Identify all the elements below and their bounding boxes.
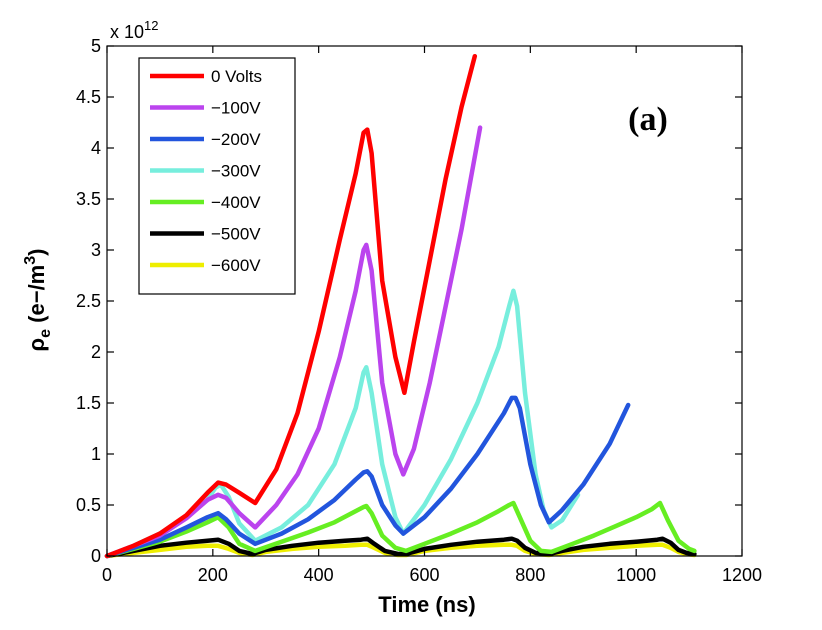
y-axis-multiplier: x 1012: [110, 18, 159, 42]
legend-label: −300V: [211, 162, 261, 181]
x-tick-label: 0: [102, 565, 112, 585]
y-axis-label-unit: (e−/m: [24, 265, 49, 329]
y-tick-label: 3.5: [76, 189, 101, 209]
y-tick-label: 4: [91, 138, 101, 158]
legend-label: −200V: [211, 130, 261, 149]
legend-label: −500V: [211, 225, 261, 244]
y-axis-multiplier-base: x 10: [110, 22, 144, 42]
legend-label: −400V: [211, 193, 261, 212]
x-tick-label: 400: [304, 565, 334, 585]
y-tick-label: 2.5: [76, 291, 101, 311]
y-axis-label-rho: ρ: [24, 338, 49, 352]
ticks-layer: 0 200 400 600 800 1000 1200 0 0.5 1 1.5 2 2.5 3 3.5 4 4.…: [76, 36, 762, 585]
y-tick-label: 4.5: [76, 87, 101, 107]
x-tick-label: 200: [198, 565, 228, 585]
series-line: [104, 536, 697, 559]
y-tick-label: 0.5: [76, 495, 101, 515]
series-line: [104, 125, 483, 559]
x-tick-label: 800: [515, 565, 545, 585]
legend-label: 0 Volts: [211, 67, 262, 86]
panel-label: (a): [628, 101, 668, 138]
y-tick-label: 1: [91, 444, 101, 464]
legend: 0 Volts −100V −200V −300V −400V −500V −600V: [138, 57, 296, 295]
series-line: [104, 288, 581, 559]
y-tick-label: 0: [91, 546, 101, 566]
legend-label: −100V: [211, 99, 261, 118]
y-tick-label: 3: [91, 240, 101, 260]
legend-box: [138, 57, 296, 295]
y-axis-label: ρe (e−/m3): [22, 249, 54, 352]
legend-label: −600V: [211, 256, 261, 275]
x-axis-label: Time (ns): [378, 592, 475, 617]
series-line: [104, 395, 631, 559]
y-tick-label: 1.5: [76, 393, 101, 413]
series-layer: [104, 53, 697, 559]
y-tick-label: 2: [91, 342, 101, 362]
y-axis-label-sup: 3: [22, 256, 39, 265]
y-axis-label-sub: e: [37, 329, 54, 338]
y-tick-label: 5: [91, 36, 101, 56]
x-tick-label: 1200: [722, 565, 762, 585]
series-line: [104, 53, 478, 559]
y-axis-label-close: ): [24, 249, 49, 256]
y-axis-multiplier-exponent: 12: [144, 18, 158, 33]
x-tick-label: 1000: [616, 565, 656, 585]
x-tick-label: 600: [409, 565, 439, 585]
legend-items: 0 Volts −100V −200V −300V −400V −500V −600V: [150, 67, 262, 275]
series-line: [104, 500, 697, 559]
